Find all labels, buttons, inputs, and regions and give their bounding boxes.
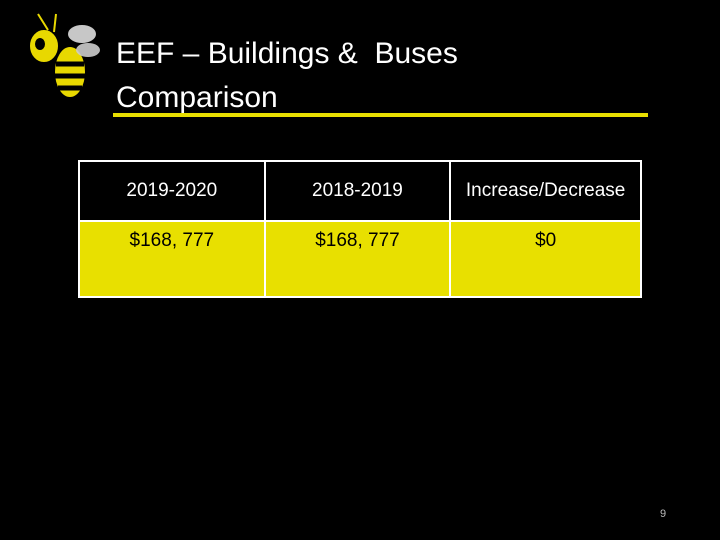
data-cell: $168, 777 bbox=[263, 220, 452, 298]
slide-title: EEF – Buildings & Buses Comparison bbox=[116, 37, 467, 114]
page-number: 9 bbox=[660, 508, 667, 520]
title-underline bbox=[113, 113, 648, 117]
data-cell: $168, 777 bbox=[78, 220, 266, 298]
comparison-table: 2019-2020 2018-2019 Increase/Decrease $1… bbox=[78, 160, 642, 298]
data-row: $168, 777 $168, 777 $0 bbox=[78, 220, 642, 298]
data-cell: $0 bbox=[449, 220, 642, 298]
header-cell: Increase/Decrease bbox=[449, 160, 642, 222]
header-cell: 2018-2019 bbox=[263, 160, 452, 222]
header-row: 2019-2020 2018-2019 Increase/Decrease bbox=[78, 160, 642, 222]
logo bbox=[28, 13, 100, 99]
header-cell: 2019-2020 bbox=[78, 160, 266, 222]
